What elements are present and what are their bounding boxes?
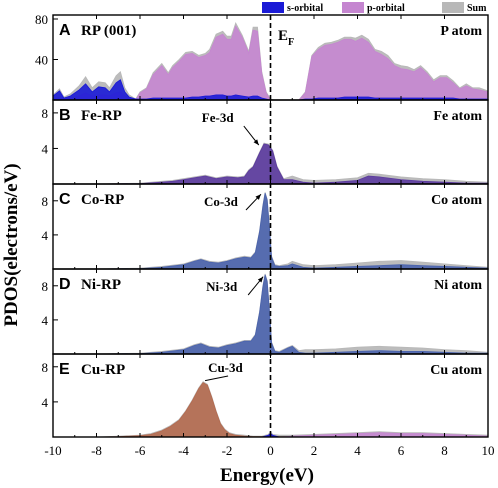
panel-D-ytick-label: 4 bbox=[42, 313, 49, 328]
panel-C: 4 8 C Co-RP Co atom Co-3d bbox=[42, 183, 489, 270]
fermi-label-sub: F bbox=[288, 37, 294, 48]
panel-E-atom-label: Cu atom bbox=[430, 363, 482, 378]
legend-label-sum: Sum bbox=[467, 3, 487, 14]
panel-A-title: RP (001) bbox=[81, 23, 136, 39]
panel-C-areas bbox=[53, 192, 488, 269]
panel-E-series-sum bbox=[53, 381, 488, 437]
panel-B-ytick-label: 8 bbox=[42, 106, 49, 121]
x-tick-label: -2 bbox=[222, 443, 233, 458]
panel-E-letter: E bbox=[59, 361, 70, 378]
panel-C-atom-label: Co atom bbox=[431, 193, 482, 208]
x-tick-label: 0 bbox=[267, 443, 274, 458]
x-tick-label: 8 bbox=[441, 443, 448, 458]
panel-E-ytick-label: 8 bbox=[42, 360, 49, 375]
panel-D-annotation: Ni-3d bbox=[206, 279, 238, 294]
panel-B-arrow-head bbox=[253, 139, 259, 146]
panel-B-letter: B bbox=[59, 107, 71, 124]
legend: s-orbital p-orbital Sum bbox=[262, 2, 487, 14]
panel-A-letter: A bbox=[59, 22, 71, 39]
panel-E-title: Cu-RP bbox=[81, 362, 125, 378]
panel-D: 4 8 D Ni-RP Ni atom Ni-3d bbox=[42, 268, 489, 355]
panel-A-ytick-label: 40 bbox=[35, 53, 48, 68]
panel-E-annotation: Cu-3d bbox=[208, 360, 243, 375]
x-axis-title: Energy(eV) bbox=[220, 465, 314, 486]
panel-E-arrow bbox=[204, 375, 229, 382]
panel-C-ytick-label: 8 bbox=[42, 194, 49, 209]
panel-C-title: Co-RP bbox=[81, 192, 124, 208]
panel-E-ytick-label: 4 bbox=[42, 395, 49, 410]
panel-A-atom-label: P atom bbox=[440, 24, 482, 39]
panel-B-ytick-label: 4 bbox=[42, 141, 49, 156]
x-tick-label: 2 bbox=[311, 443, 318, 458]
legend-swatch-s bbox=[262, 2, 284, 13]
panel-D-ytick-label: 8 bbox=[42, 279, 49, 294]
x-tick-label: -8 bbox=[91, 443, 102, 458]
legend-swatch-sum bbox=[442, 2, 464, 13]
panel-C-annotation: Co-3d bbox=[204, 194, 239, 209]
panel-D-title: Ni-RP bbox=[81, 277, 121, 293]
x-tick-labels: -10 -8 -6 -4 -2 0 2 4 6 8 10 bbox=[44, 443, 494, 458]
panel-C-ytick-label: 4 bbox=[42, 228, 49, 243]
panel-C-series-co-3d bbox=[53, 192, 488, 269]
y-axis-title: PDOS(electrons/eV) bbox=[1, 163, 22, 326]
panel-E: 4 8 E Cu-RP Cu atom Cu-3d bbox=[42, 353, 489, 438]
x-tick-label: -10 bbox=[44, 443, 61, 458]
panel-A: 40 80 A RP (001) P atom bbox=[35, 12, 489, 101]
x-tick-label: -4 bbox=[178, 443, 189, 458]
panel-A-ytick-label: 80 bbox=[35, 12, 48, 27]
panel-E-series-cu-3d bbox=[53, 382, 488, 437]
panel-D-arrow-head bbox=[257, 276, 264, 283]
panel-D-letter: D bbox=[59, 276, 71, 293]
panel-B-atom-label: Fe atom bbox=[433, 109, 482, 124]
panel-B: 4 8 B Fe-RP Fe atom Fe-3d bbox=[42, 99, 489, 185]
x-tick-label: 10 bbox=[482, 443, 495, 458]
legend-label-p: p-orbital bbox=[367, 3, 405, 14]
legend-swatch-p bbox=[342, 2, 364, 13]
fermi-label: EF bbox=[278, 28, 294, 48]
x-tick-label: 4 bbox=[354, 443, 361, 458]
panel-B-annotation: Fe-3d bbox=[202, 110, 235, 125]
panel-C-letter: C bbox=[59, 191, 71, 208]
legend-label-s: s-orbital bbox=[287, 3, 323, 14]
x-tick-label: 6 bbox=[398, 443, 405, 458]
x-tick-label: -6 bbox=[135, 443, 146, 458]
fermi-label-main: E bbox=[278, 28, 288, 44]
panel-B-title: Fe-RP bbox=[81, 108, 122, 124]
panel-C-arrow-head bbox=[255, 194, 261, 200]
panel-D-atom-label: Ni atom bbox=[434, 278, 482, 293]
